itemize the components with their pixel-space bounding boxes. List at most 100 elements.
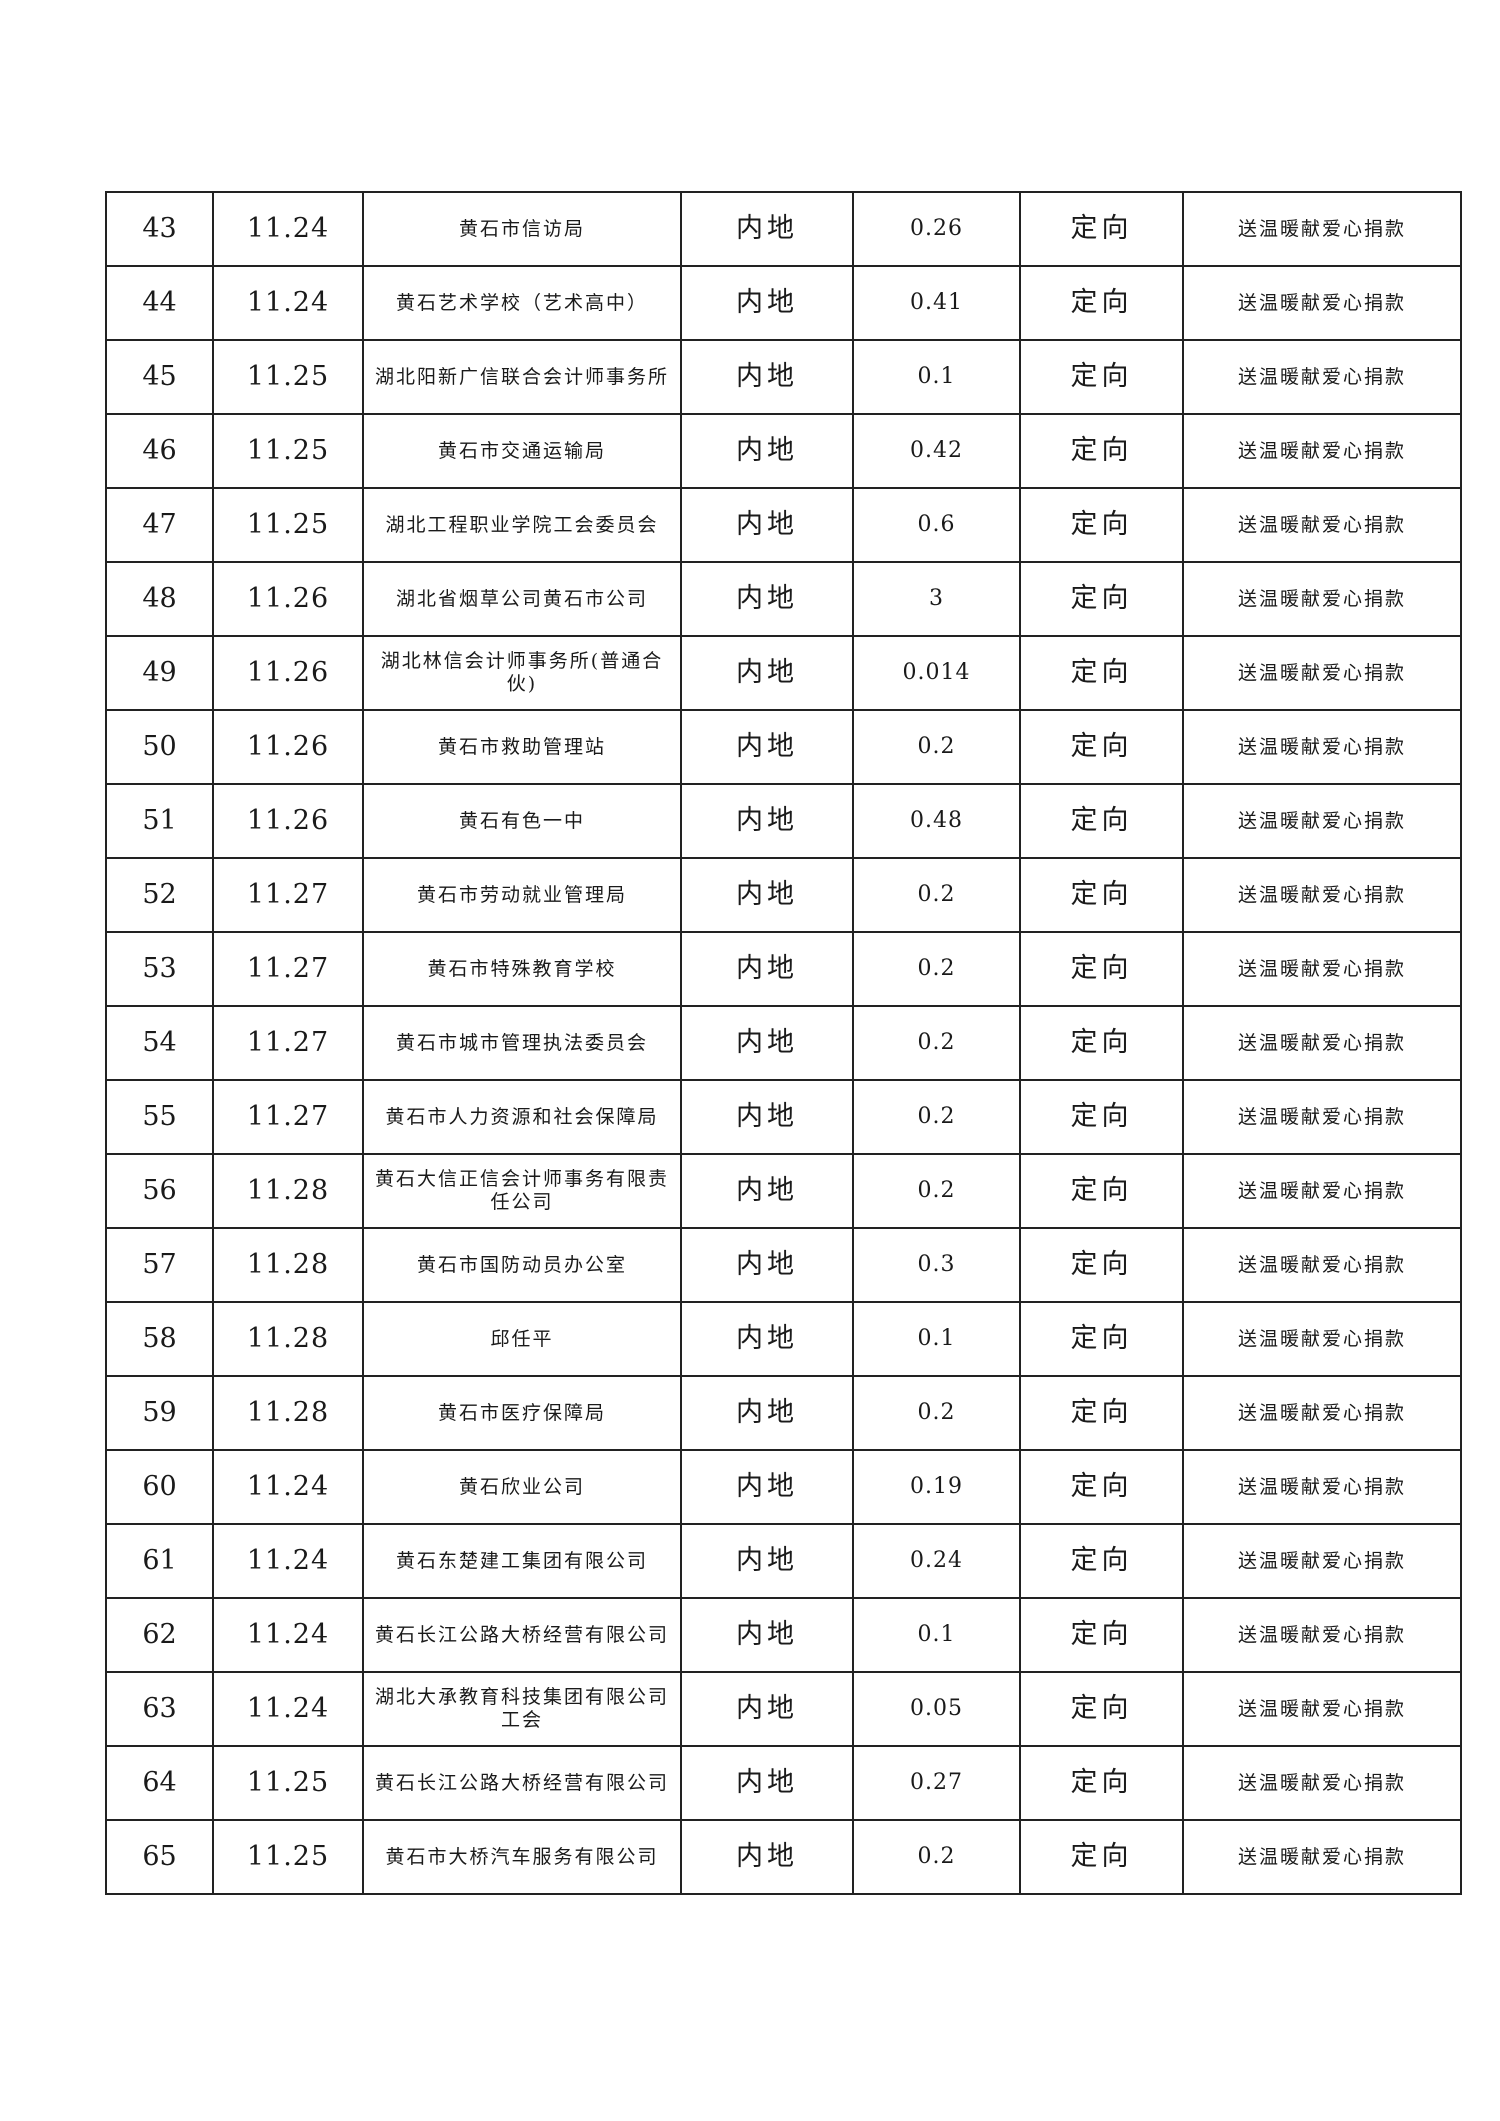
table-row: 45 11.25 湖北阳新广信联合会计师事务所 内地 0.1 定向 送温暖献爱心捐款 [105,339,1462,415]
purpose-cell: 送温暖献爱心捐款 [1182,709,1462,785]
row-number-cell: 60 [105,1449,214,1525]
region-cell: 内地 [680,191,854,267]
row-number-cell: 46 [105,413,214,489]
purpose-cell: 送温暖献爱心捐款 [1182,413,1462,489]
donor-name-cell: 黄石市信访局 [362,191,682,267]
donation-date-cell: 11.26 [212,709,364,785]
amount-cell: 0.6 [852,487,1021,563]
row-number-cell: 48 [105,561,214,637]
donation-date-cell: 11.25 [212,487,364,563]
row-number-cell: 49 [105,635,214,711]
donation-date-cell: 11.24 [212,191,364,267]
row-number-cell: 43 [105,191,214,267]
donation-type-cell: 定向 [1019,931,1184,1007]
donation-date-cell: 11.26 [212,783,364,859]
table-row: 52 11.27 黄石市劳动就业管理局 内地 0.2 定向 送温暖献爱心捐款 [105,857,1462,933]
table-row: 51 11.26 黄石有色一中 内地 0.48 定向 送温暖献爱心捐款 [105,783,1462,859]
table-row: 49 11.26 湖北林信会计师事务所(普通合伙) 内地 0.014 定向 送温暖献爱心捐款 [105,635,1462,711]
region-cell: 内地 [680,709,854,785]
amount-cell: 0.1 [852,339,1021,415]
region-cell: 内地 [680,783,854,859]
amount-cell: 0.1 [852,1597,1021,1673]
amount-cell: 0.2 [852,857,1021,933]
row-number-cell: 47 [105,487,214,563]
purpose-cell: 送温暖献爱心捐款 [1182,1153,1462,1229]
donation-table: 43 11.24 黄石市信访局 内地 0.26 定向 送温暖献爱心捐款 44 11.24 黄石艺术… [105,191,1462,1895]
donation-type-cell: 定向 [1019,413,1184,489]
amount-cell: 0.2 [852,1819,1021,1895]
donor-name-cell: 黄石市国防动员办公室 [362,1227,682,1303]
row-number-cell: 55 [105,1079,214,1155]
amount-cell: 3 [852,561,1021,637]
donor-name-cell: 湖北省烟草公司黄石市公司 [362,561,682,637]
row-number-cell: 58 [105,1301,214,1377]
donation-type-cell: 定向 [1019,191,1184,267]
amount-cell: 0.014 [852,635,1021,711]
table-row: 63 11.24 湖北大承教育科技集团有限公司工会 内地 0.05 定向 送温暖献爱心捐款 [105,1671,1462,1747]
table-row: 61 11.24 黄石东楚建工集团有限公司 内地 0.24 定向 送温暖献爱心捐款 [105,1523,1462,1599]
row-number-cell: 44 [105,265,214,341]
donation-date-cell: 11.27 [212,857,364,933]
table-row: 44 11.24 黄石艺术学校（艺术高中） 内地 0.41 定向 送温暖献爱心捐款 [105,265,1462,341]
table-row: 48 11.26 湖北省烟草公司黄石市公司 内地 3 定向 送温暖献爱心捐款 [105,561,1462,637]
amount-cell: 0.27 [852,1745,1021,1821]
row-number-cell: 50 [105,709,214,785]
amount-cell: 0.2 [852,1079,1021,1155]
donor-name-cell: 黄石长江公路大桥经营有限公司 [362,1597,682,1673]
region-cell: 内地 [680,1227,854,1303]
row-number-cell: 54 [105,1005,214,1081]
donation-type-cell: 定向 [1019,1745,1184,1821]
donation-type-cell: 定向 [1019,1597,1184,1673]
amount-cell: 0.05 [852,1671,1021,1747]
donation-date-cell: 11.27 [212,1079,364,1155]
donation-date-cell: 11.24 [212,1597,364,1673]
donor-name-cell: 黄石大信正信会计师事务有限责任公司 [362,1153,682,1229]
donation-type-cell: 定向 [1019,561,1184,637]
donor-name-cell: 黄石市医疗保障局 [362,1375,682,1451]
table-row: 56 11.28 黄石大信正信会计师事务有限责任公司 内地 0.2 定向 送温暖献爱心捐款 [105,1153,1462,1229]
row-number-cell: 59 [105,1375,214,1451]
donation-date-cell: 11.25 [212,1819,364,1895]
row-number-cell: 62 [105,1597,214,1673]
region-cell: 内地 [680,857,854,933]
donation-date-cell: 11.25 [212,1745,364,1821]
region-cell: 内地 [680,265,854,341]
row-number-cell: 53 [105,931,214,1007]
donation-type-cell: 定向 [1019,1227,1184,1303]
donor-name-cell: 黄石市救助管理站 [362,709,682,785]
donation-type-cell: 定向 [1019,339,1184,415]
purpose-cell: 送温暖献爱心捐款 [1182,561,1462,637]
donation-type-cell: 定向 [1019,1301,1184,1377]
donor-name-cell: 湖北工程职业学院工会委员会 [362,487,682,563]
row-number-cell: 45 [105,339,214,415]
table-row: 55 11.27 黄石市人力资源和社会保障局 内地 0.2 定向 送温暖献爱心捐款 [105,1079,1462,1155]
region-cell: 内地 [680,931,854,1007]
region-cell: 内地 [680,1375,854,1451]
donation-type-cell: 定向 [1019,635,1184,711]
donor-name-cell: 黄石市劳动就业管理局 [362,857,682,933]
donation-type-cell: 定向 [1019,857,1184,933]
table-row: 50 11.26 黄石市救助管理站 内地 0.2 定向 送温暖献爱心捐款 [105,709,1462,785]
donor-name-cell: 黄石市人力资源和社会保障局 [362,1079,682,1155]
table-row: 64 11.25 黄石长江公路大桥经营有限公司 内地 0.27 定向 送温暖献爱心捐款 [105,1745,1462,1821]
donor-name-cell: 湖北林信会计师事务所(普通合伙) [362,635,682,711]
amount-cell: 0.2 [852,1375,1021,1451]
region-cell: 内地 [680,487,854,563]
donation-date-cell: 11.25 [212,339,364,415]
purpose-cell: 送温暖献爱心捐款 [1182,1819,1462,1895]
donation-date-cell: 11.24 [212,1449,364,1525]
row-number-cell: 56 [105,1153,214,1229]
region-cell: 内地 [680,339,854,415]
purpose-cell: 送温暖献爱心捐款 [1182,191,1462,267]
purpose-cell: 送温暖献爱心捐款 [1182,1597,1462,1673]
table-row: 65 11.25 黄石市大桥汽车服务有限公司 内地 0.2 定向 送温暖献爱心捐款 [105,1819,1462,1895]
amount-cell: 0.42 [852,413,1021,489]
table-row: 53 11.27 黄石市特殊教育学校 内地 0.2 定向 送温暖献爱心捐款 [105,931,1462,1007]
donor-name-cell: 黄石市交通运输局 [362,413,682,489]
region-cell: 内地 [680,1153,854,1229]
amount-cell: 0.19 [852,1449,1021,1525]
amount-cell: 0.41 [852,265,1021,341]
purpose-cell: 送温暖献爱心捐款 [1182,1375,1462,1451]
donation-type-cell: 定向 [1019,265,1184,341]
table-row: 62 11.24 黄石长江公路大桥经营有限公司 内地 0.1 定向 送温暖献爱心捐款 [105,1597,1462,1673]
